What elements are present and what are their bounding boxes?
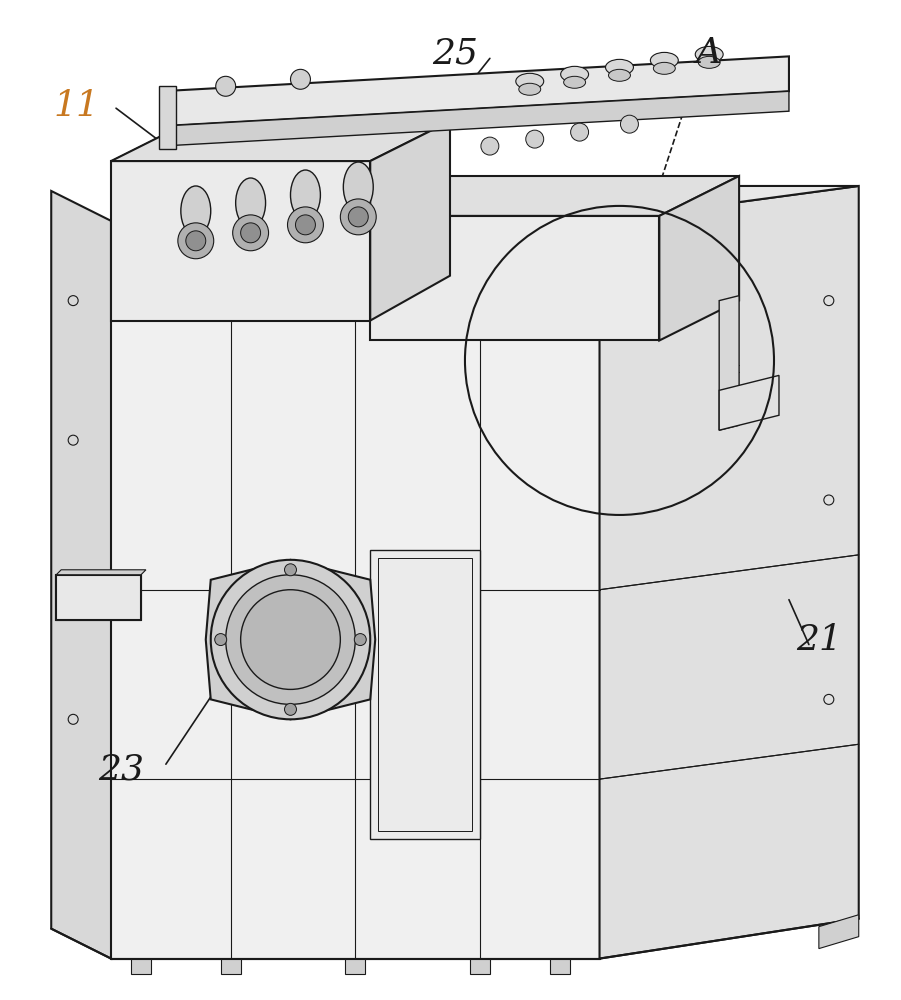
Polygon shape <box>719 375 779 430</box>
Circle shape <box>211 560 370 719</box>
Circle shape <box>232 215 268 251</box>
Circle shape <box>290 69 311 89</box>
Text: 25: 25 <box>432 36 478 70</box>
Text: 11: 11 <box>53 89 99 123</box>
Polygon shape <box>345 959 365 974</box>
Ellipse shape <box>698 56 720 68</box>
Polygon shape <box>719 296 739 430</box>
Ellipse shape <box>564 76 586 88</box>
Ellipse shape <box>290 170 321 220</box>
Polygon shape <box>111 121 450 161</box>
Ellipse shape <box>343 162 373 212</box>
Polygon shape <box>159 86 176 149</box>
Polygon shape <box>370 216 660 340</box>
Circle shape <box>570 123 588 141</box>
Circle shape <box>354 634 367 646</box>
Ellipse shape <box>608 69 631 81</box>
Circle shape <box>341 199 377 235</box>
Ellipse shape <box>515 73 543 89</box>
Polygon shape <box>205 560 375 719</box>
Circle shape <box>215 76 236 96</box>
Text: 21: 21 <box>796 623 842 657</box>
Polygon shape <box>56 575 141 620</box>
Polygon shape <box>111 186 859 221</box>
Polygon shape <box>370 121 450 321</box>
Text: 23: 23 <box>98 752 144 786</box>
Circle shape <box>285 703 296 715</box>
Circle shape <box>241 223 260 243</box>
Circle shape <box>214 634 227 646</box>
Ellipse shape <box>519 83 541 95</box>
Circle shape <box>177 223 214 259</box>
Polygon shape <box>599 186 859 959</box>
Polygon shape <box>660 176 739 340</box>
Polygon shape <box>470 959 490 974</box>
Circle shape <box>285 564 296 576</box>
Circle shape <box>349 207 369 227</box>
Polygon shape <box>370 550 480 839</box>
Circle shape <box>481 137 499 155</box>
Polygon shape <box>111 161 370 321</box>
Ellipse shape <box>560 66 588 82</box>
Ellipse shape <box>236 178 266 228</box>
Polygon shape <box>161 56 789 126</box>
Polygon shape <box>221 959 241 974</box>
Polygon shape <box>56 570 146 575</box>
Circle shape <box>526 130 543 148</box>
Polygon shape <box>550 959 569 974</box>
Circle shape <box>241 590 341 689</box>
Circle shape <box>186 231 205 251</box>
Polygon shape <box>370 176 739 216</box>
Ellipse shape <box>651 52 678 68</box>
Polygon shape <box>131 959 151 974</box>
Ellipse shape <box>605 59 633 75</box>
Ellipse shape <box>181 186 211 236</box>
Circle shape <box>296 215 315 235</box>
Polygon shape <box>161 91 789 146</box>
Ellipse shape <box>653 62 676 74</box>
Polygon shape <box>819 915 859 949</box>
Polygon shape <box>51 191 111 959</box>
Circle shape <box>621 115 639 133</box>
Circle shape <box>287 207 323 243</box>
Circle shape <box>225 575 355 704</box>
Text: A: A <box>696 36 723 70</box>
Ellipse shape <box>696 46 724 62</box>
Polygon shape <box>111 221 599 959</box>
